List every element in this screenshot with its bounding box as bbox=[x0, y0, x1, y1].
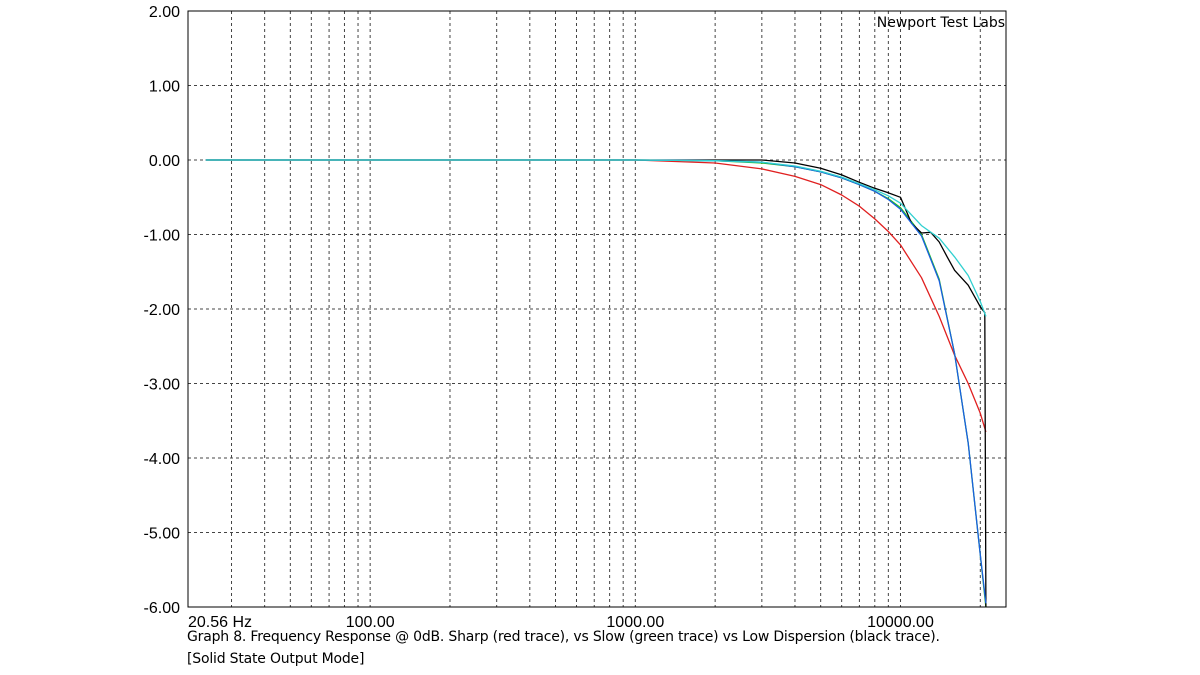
grid bbox=[188, 10, 1006, 608]
y-tick-labels: 2.00 1.00 0.00 -1.00 -2.00 -3.00 -4.00 -5.00 -6.… bbox=[144, 4, 181, 617]
series-line-sharp bbox=[205, 159, 987, 433]
y-tick-label: 1.00 bbox=[149, 79, 180, 96]
x-tick-labels: 20.56 Hz 100.00 1000.00 10000.00 bbox=[188, 614, 934, 631]
y-tick-label: 0.00 bbox=[149, 153, 180, 170]
series-line-cyan bbox=[205, 159, 987, 317]
series-traces bbox=[205, 159, 987, 608]
series-line-blue bbox=[205, 159, 987, 604]
x-tick-label: 10000.00 bbox=[867, 614, 934, 631]
y-tick-label: -3.00 bbox=[144, 377, 181, 394]
caption-line-1: Graph 8. Frequency Response @ 0dB. Sharp… bbox=[187, 629, 940, 645]
series-line-low-dispersion bbox=[205, 159, 987, 608]
y-tick-label: -4.00 bbox=[144, 451, 181, 468]
x-tick-label: 100.00 bbox=[346, 614, 395, 631]
plot-frame bbox=[187, 10, 1007, 608]
y-tick-label: -6.00 bbox=[144, 600, 181, 617]
y-tick-label: -5.00 bbox=[144, 526, 181, 543]
watermark-label: Newport Test Labs bbox=[877, 15, 1005, 31]
caption-line-2: [Solid State Output Mode] bbox=[187, 651, 365, 667]
y-tick-label: 2.00 bbox=[149, 4, 180, 21]
y-tick-label: -1.00 bbox=[144, 228, 181, 245]
y-tick-label: -2.00 bbox=[144, 302, 181, 319]
x-tick-label: 1000.00 bbox=[606, 614, 664, 631]
x-tick-label: 20.56 Hz bbox=[188, 614, 252, 631]
